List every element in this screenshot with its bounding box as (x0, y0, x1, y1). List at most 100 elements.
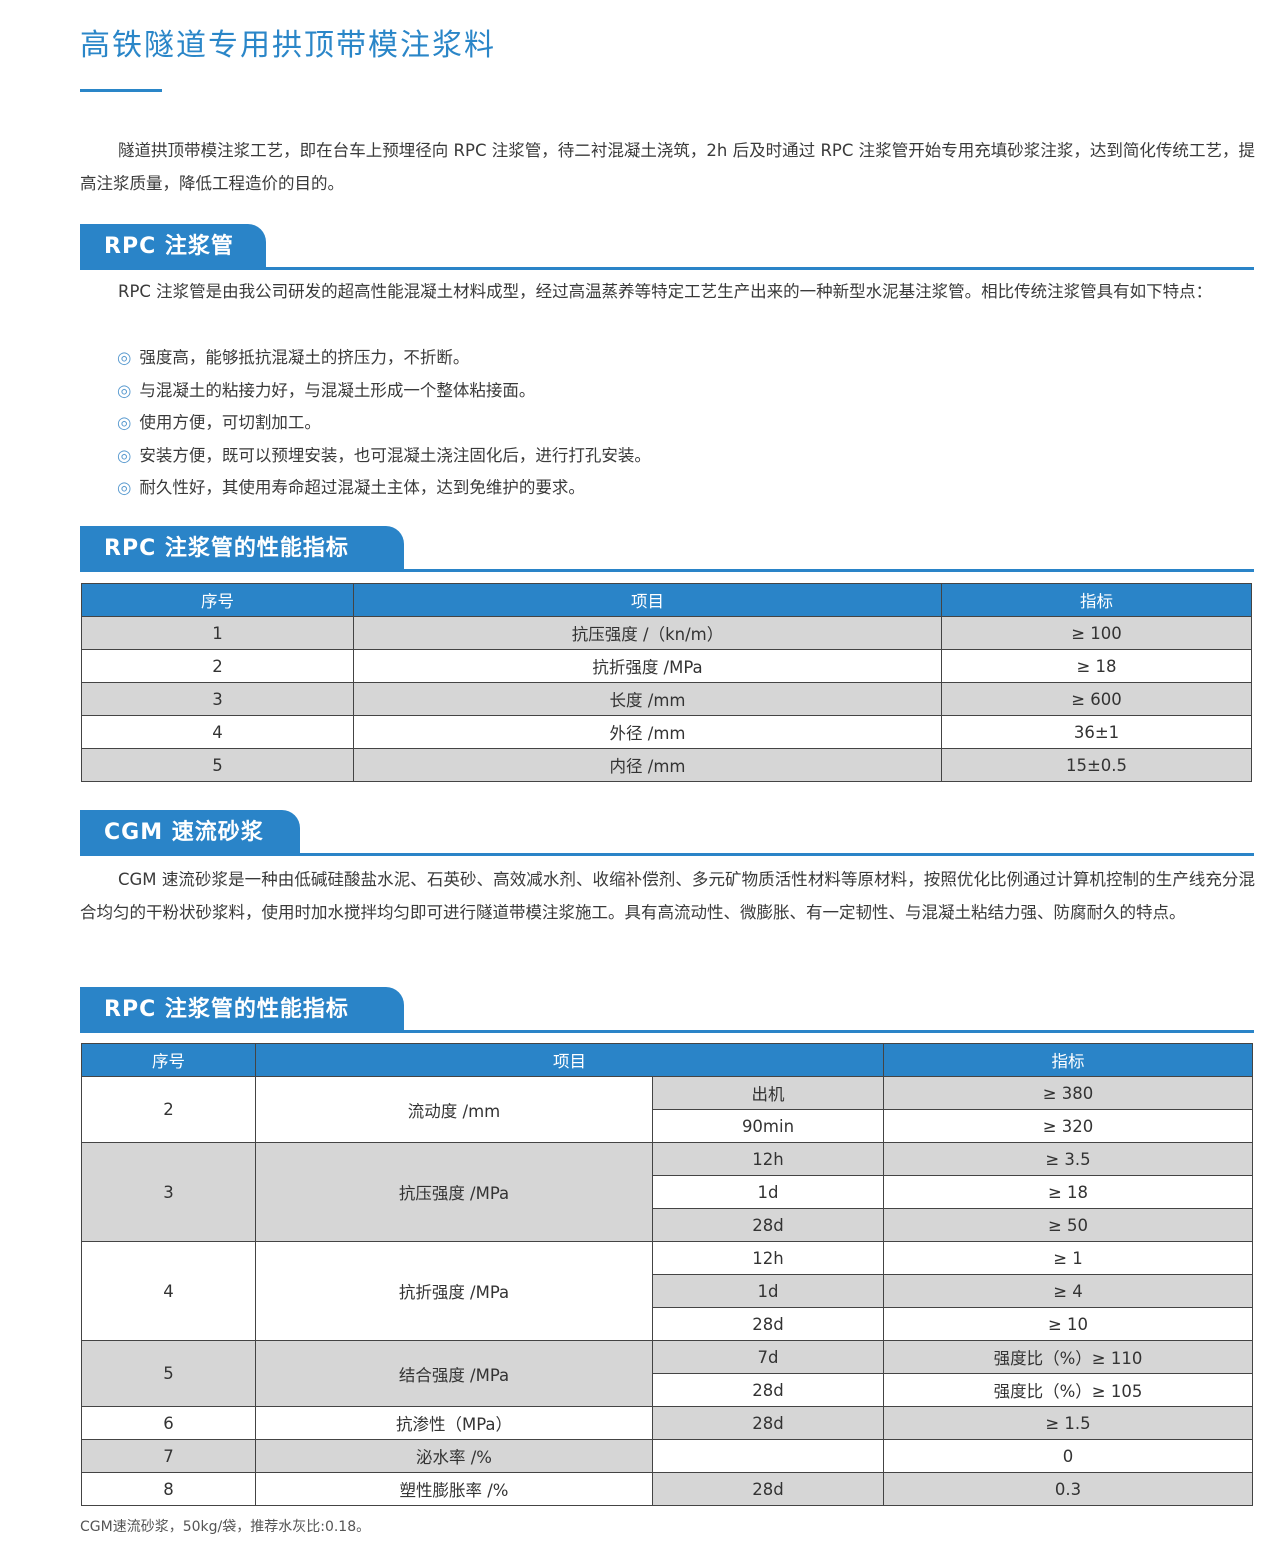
item-name: 抗渗性（MPa） (255, 1406, 653, 1440)
table-row: 2 抗折强度 /MPa ≥ 18 (81, 649, 1252, 683)
table-cell: ≥ 18 (941, 649, 1252, 683)
condition-cell (652, 1439, 884, 1473)
condition-cell: 出机 (652, 1076, 884, 1110)
bullet-icon: ◎ (117, 445, 132, 465)
rpc-paragraph: RPC 注浆管是由我公司研发的超高性能混凝土材料成型，经过高温蒸养等特定工艺生产… (118, 282, 1213, 301)
item-name: 抗折强度 /MPa (255, 1241, 653, 1341)
column-header: 序号 (81, 1043, 256, 1077)
table-row: 2 流动度 /mm 出机 ≥ 380 (81, 1076, 1253, 1143)
bullet-icon: ◎ (117, 478, 132, 497)
section-title: CGM 速流砂浆 (80, 810, 300, 854)
column-header: 序号 (81, 583, 354, 617)
item-name: 抗压强度 /MPa (255, 1142, 653, 1242)
section-title: RPC 注浆管的性能指标 (80, 526, 404, 570)
value-cell: 0.3 (883, 1472, 1253, 1506)
table-row: 1d ≥ 18 (82, 1175, 1253, 1209)
row-number: 6 (81, 1406, 256, 1440)
row-number: 8 (81, 1472, 256, 1506)
section-header-table2: RPC 注浆管的性能指标 (80, 987, 1254, 1033)
table-cell: 长度 /mm (353, 682, 942, 716)
table-row: 28d ≥ 10 (82, 1307, 1253, 1341)
value-cell: ≥ 320 (883, 1109, 1253, 1143)
condition-cell: 12h (652, 1241, 884, 1275)
value-cell: ≥ 3.5 (883, 1142, 1253, 1176)
item-name: 结合强度 /MPa (255, 1340, 653, 1407)
feature-list: ◎ 强度高，能够抵抗混凝土的挤压力，不折断。 ◎ 与混凝土的粘接力好，与混凝土形成一个… (117, 342, 651, 505)
value-cell: ≥ 380 (883, 1076, 1253, 1110)
rpc-spec-table: 序号 项目 指标 1 抗压强度 /（kn/m） ≥ 100 2 抗折强度 /MPa ≥ 18 3 长… (81, 583, 1252, 782)
table-cell: 15±0.5 (941, 748, 1252, 782)
table-cell: 4 (81, 715, 354, 749)
table-row: 5 内径 /mm 15±0.5 (81, 748, 1252, 782)
condition-cell: 7d (652, 1340, 884, 1374)
value-cell: ≥ 4 (883, 1274, 1253, 1308)
list-item-text: 与混凝土的粘接力好，与混凝土形成一个整体粘接面。 (139, 380, 536, 400)
table-cell: 抗折强度 /MPa (353, 649, 942, 683)
value-cell: ≥ 50 (883, 1208, 1253, 1242)
section-header-cgm: CGM 速流砂浆 (80, 810, 1254, 856)
value-cell: ≥ 1 (883, 1241, 1253, 1275)
list-item-text: 耐久性好，其使用寿命超过混凝土主体，达到免维护的要求。 (139, 478, 585, 497)
table-cell: 5 (81, 748, 354, 782)
condition-cell: 1d (652, 1175, 884, 1209)
section-header-rpc: RPC 注浆管 (80, 224, 1254, 270)
section-title: RPC 注浆管的性能指标 (80, 987, 404, 1031)
section-title: RPC 注浆管 (80, 224, 266, 268)
table-row: 5 结合强度 /MPa 7d 强度比（%）≥ 110 (81, 1340, 1253, 1407)
intro-paragraph: 隧道拱顶带模注浆工艺，即在台车上预埋径向 RPC 注浆管，待二衬混凝土浇筑，2h… (80, 141, 1255, 193)
table-row: 8 塑性膨胀率 /% 28d 0.3 (81, 1472, 1253, 1506)
cgm-spec-table: 序号 项目 指标 2 流动度 /mm 出机 ≥ 380 90min ≥ 320 3 抗压强度 /MP… (81, 1043, 1253, 1506)
table-cell: 1 (81, 616, 354, 650)
value-cell: 强度比（%）≥ 105 (883, 1373, 1253, 1407)
value-cell: ≥ 18 (883, 1175, 1253, 1209)
bullet-icon: ◎ (117, 413, 132, 432)
table-cell: 36±1 (941, 715, 1252, 749)
row-number: 2 (81, 1076, 256, 1143)
table-row: 90min ≥ 320 (82, 1109, 1253, 1143)
value-cell: ≥ 10 (883, 1307, 1253, 1341)
cgm-paragraph: CGM 速流砂浆是一种由低碱硅酸盐水泥、石英砂、高效减水剂、收缩补偿剂、多元矿物… (80, 870, 1255, 922)
section-rule (80, 267, 1254, 270)
bullet-icon: ◎ (117, 380, 132, 400)
table-row: 6 抗渗性（MPa） 28d ≥ 1.5 (81, 1406, 1253, 1440)
column-header: 指标 (941, 583, 1252, 617)
condition-cell: 28d (652, 1208, 884, 1242)
section-rule (80, 569, 1254, 572)
condition-cell: 12h (652, 1142, 884, 1176)
table-row: 3 抗压强度 /MPa 12h ≥ 3.5 (81, 1142, 1253, 1242)
condition-cell: 90min (652, 1109, 884, 1143)
condition-cell: 28d (652, 1373, 884, 1407)
title-underline (80, 89, 162, 92)
list-item: ◎ 耐久性好，其使用寿命超过混凝土主体，达到免维护的要求。 (117, 472, 651, 505)
table-row: 4 抗折强度 /MPa 12h ≥ 1 (81, 1241, 1253, 1341)
column-header: 指标 (883, 1043, 1253, 1077)
list-item: ◎ 使用方便，可切割加工。 (117, 407, 651, 440)
column-header: 项目 (255, 1043, 884, 1077)
value-cell: ≥ 1.5 (883, 1406, 1253, 1440)
table-row: 1 抗压强度 /（kn/m） ≥ 100 (81, 616, 1252, 650)
value-cell: 强度比（%）≥ 110 (883, 1340, 1253, 1374)
table-row: 3 长度 /mm ≥ 600 (81, 682, 1252, 716)
table-header-row: 序号 项目 指标 (81, 1043, 1253, 1077)
condition-cell: 1d (652, 1274, 884, 1308)
value-cell: 0 (883, 1439, 1253, 1473)
row-number: 5 (81, 1340, 256, 1407)
table-header-row: 序号 项目 指标 (81, 583, 1252, 617)
page-title: 高铁隧道专用拱顶带模注浆料 (80, 28, 496, 63)
section-header-table1: RPC 注浆管的性能指标 (80, 526, 1254, 572)
item-name: 塑性膨胀率 /% (255, 1472, 653, 1506)
item-name: 泌水率 /% (255, 1439, 653, 1473)
table-row: 4 外径 /mm 36±1 (81, 715, 1252, 749)
table-cell: 外径 /mm (353, 715, 942, 749)
bullet-icon: ◎ (117, 348, 132, 367)
table-cell: ≥ 100 (941, 616, 1252, 650)
table-row: 28d 强度比（%）≥ 105 (82, 1373, 1253, 1407)
table-cell: ≥ 600 (941, 682, 1252, 716)
list-item: ◎ 与混凝土的粘接力好，与混凝土形成一个整体粘接面。 (117, 375, 651, 408)
table-cell: 2 (81, 649, 354, 683)
list-item-text: 安装方便，既可以预埋安装，也可混凝土浇注固化后，进行打孔安装。 (139, 445, 651, 465)
condition-cell: 28d (652, 1472, 884, 1506)
condition-cell: 28d (652, 1307, 884, 1341)
table-row: 1d ≥ 4 (82, 1274, 1253, 1308)
list-item-text: 强度高，能够抵抗混凝土的挤压力，不折断。 (139, 348, 470, 367)
